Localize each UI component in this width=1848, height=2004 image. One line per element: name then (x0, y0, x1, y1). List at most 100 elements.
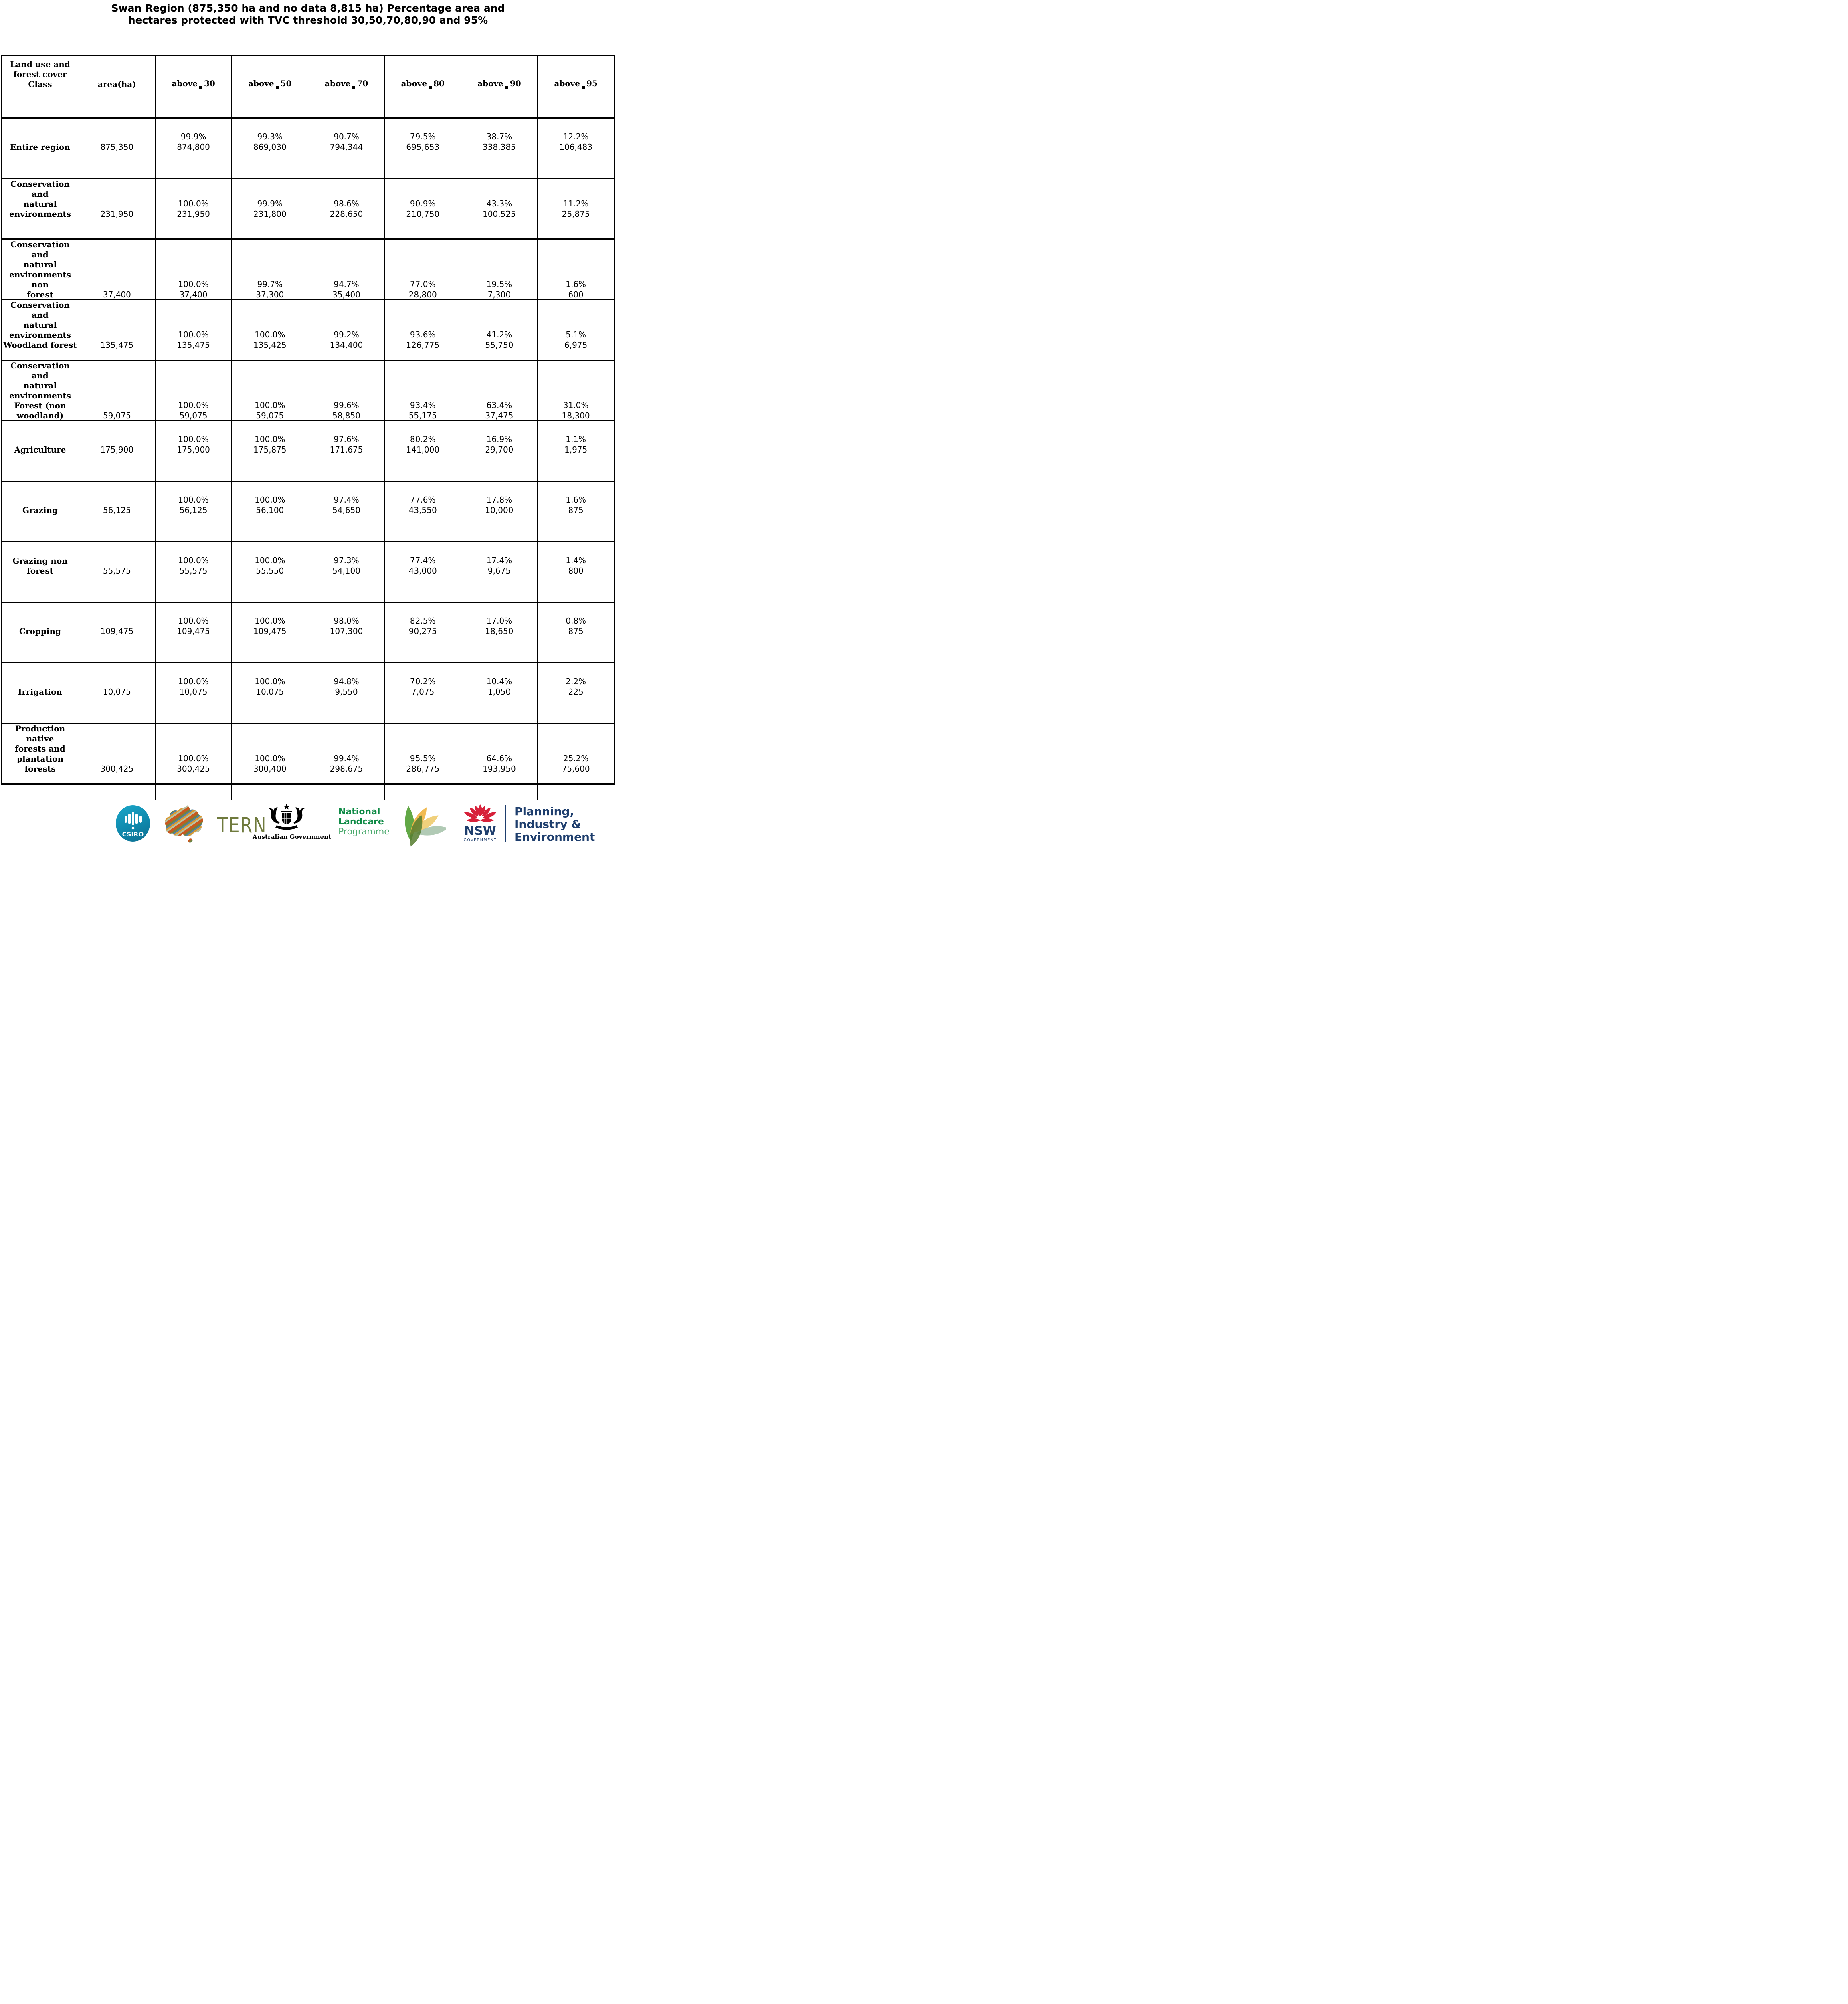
percent-value: 93.6% (410, 330, 436, 339)
area-cell: 300,425 (79, 724, 156, 800)
table-row: Conservation and natural environments 23… (2, 179, 614, 245)
threshold-cell: 1.6% 600 (538, 240, 614, 325)
header-cell: above 70 (308, 56, 385, 117)
hectares-value: 231,950 (177, 209, 210, 219)
hectares-value: 1,975 (564, 445, 588, 455)
data-table: Land use and forest cover Class area(ha) a… (1, 55, 615, 800)
hectares-value: 55,575 (179, 566, 208, 576)
area-cell: 59,075 (79, 361, 156, 446)
threshold-cell: 93.6% 126,775 (385, 300, 461, 376)
underscore-glyph (275, 86, 279, 89)
nsw-label: NSW (464, 824, 496, 838)
percent-value: 100.0% (178, 434, 209, 444)
threshold-cell: 80.2% 141,000 (385, 421, 461, 481)
hectares-value: 55,550 (256, 566, 284, 576)
threshold-cell: 100.0% 59,075 (156, 361, 232, 446)
class-label: Conservation and natural environments no… (9, 240, 71, 299)
national-landcare-logo: National Landcare Programme (338, 806, 448, 847)
threshold-cell: 100.0% 175,875 (232, 421, 309, 481)
percent-value: 100.0% (178, 556, 209, 565)
landcare-label-line2: Landcare (338, 817, 384, 827)
percent-value: 97.3% (334, 556, 359, 565)
underscore-glyph (352, 86, 356, 89)
hectares-value: 141,000 (406, 445, 440, 455)
page-title-line2: hectares protected with TVC threshold 30… (128, 14, 488, 26)
nsw-government-logo: NSW GOVERNMENT (460, 804, 500, 844)
threshold-cell: 98.6% 228,650 (308, 179, 385, 245)
threshold-cell: 100.0% 231,950 (156, 179, 232, 245)
threshold-cell: 100.0% 135,475 (156, 300, 232, 376)
area-cell: 37,400 (79, 240, 156, 325)
percent-value: 80.2% (410, 434, 436, 444)
threshold-cell: 100.0% 10,075 (156, 663, 232, 723)
threshold-cell: 100.0% 135,425 (232, 300, 309, 376)
hectares-value: 58,850 (332, 411, 360, 420)
footer-logos: CSIRO (0, 800, 616, 852)
percent-value: 97.4% (334, 495, 359, 505)
percent-value: 2.2% (566, 677, 586, 686)
hectares-value: 10,000 (485, 505, 514, 515)
area-value: 59,075 (103, 411, 131, 420)
hectares-value: 7,300 (487, 290, 511, 299)
hectares-value: 1,050 (487, 687, 511, 697)
class-label: Cropping (19, 626, 61, 636)
percent-value: 90.7% (334, 132, 359, 141)
percent-value: 5.1% (566, 330, 586, 339)
class-label-cell: Entire region (2, 119, 79, 178)
hectares-value: 59,075 (179, 411, 208, 420)
class-label: Production native forests and plantation… (15, 724, 65, 774)
class-label: Conservation and natural environments Fo… (9, 361, 71, 420)
threshold-cell: 94.8% 9,550 (308, 663, 385, 723)
area-value: 875,350 (100, 142, 134, 152)
hectares-value: 10,075 (256, 687, 284, 697)
hectares-value: 225 (568, 687, 584, 697)
threshold-cell: 1.6% 875 (538, 482, 614, 541)
percent-value: 38.7% (486, 132, 512, 141)
percent-value: 100.0% (255, 330, 285, 339)
percent-value: 64.6% (486, 754, 512, 763)
header-label: above 30 (172, 79, 215, 89)
threshold-cell: 11.2% 25,875 (538, 179, 614, 245)
hectares-value: 10,075 (179, 687, 208, 697)
threshold-cell: 10.4% 1,050 (461, 663, 538, 723)
class-label: Grazing (22, 505, 58, 515)
threshold-cell: 99.7% 37,300 (232, 240, 309, 325)
underscore-glyph (199, 86, 202, 89)
threshold-cell: 100.0% 10,075 (232, 663, 309, 723)
percent-value: 99.2% (334, 330, 359, 339)
percent-value: 19.5% (486, 279, 512, 289)
area-cell: 10,075 (79, 663, 156, 723)
threshold-cell: 99.3% 869,030 (232, 119, 309, 178)
tern-logo: TERN (163, 804, 271, 846)
percent-value: 99.9% (180, 132, 206, 141)
hectares-value: 90,275 (408, 626, 437, 636)
threshold-cell: 100.0% 55,550 (232, 542, 309, 602)
table-row: Cropping 109,475 100.0% 109,475 100.0% 109,… (2, 603, 614, 663)
header-cell: above 90 (461, 56, 538, 117)
header-cell: above 95 (538, 56, 614, 117)
table-row: Grazing 56,125 100.0% 56,125 100.0% 56,100 9… (2, 482, 614, 542)
header-cell: above 80 (385, 56, 461, 117)
tern-australia-icon (165, 805, 203, 843)
area-cell: 109,475 (79, 603, 156, 662)
percent-value: 99.9% (257, 199, 283, 208)
area-cell: 231,950 (79, 179, 156, 245)
area-value: 231,950 (100, 209, 134, 219)
percent-value: 1.6% (566, 495, 586, 505)
area-value: 175,900 (100, 445, 134, 455)
nsw-waratah-icon (464, 804, 496, 822)
threshold-cell: 100.0% 55,575 (156, 542, 232, 602)
percent-value: 16.9% (486, 434, 512, 444)
hectares-value: 43,000 (408, 566, 437, 576)
threshold-cell: 77.4% 43,000 (385, 542, 461, 602)
percent-value: 77.0% (410, 279, 436, 289)
percent-value: 99.6% (334, 400, 359, 410)
area-value: 55,575 (103, 566, 131, 576)
threshold-cell: 77.6% 43,550 (385, 482, 461, 541)
percent-value: 100.0% (178, 754, 209, 763)
percent-value: 99.7% (257, 279, 283, 289)
hectares-value: 286,775 (406, 764, 440, 774)
percent-value: 82.5% (410, 616, 436, 626)
percent-value: 98.0% (334, 616, 359, 626)
table-row: Conservation and natural environments Wo… (2, 300, 614, 376)
